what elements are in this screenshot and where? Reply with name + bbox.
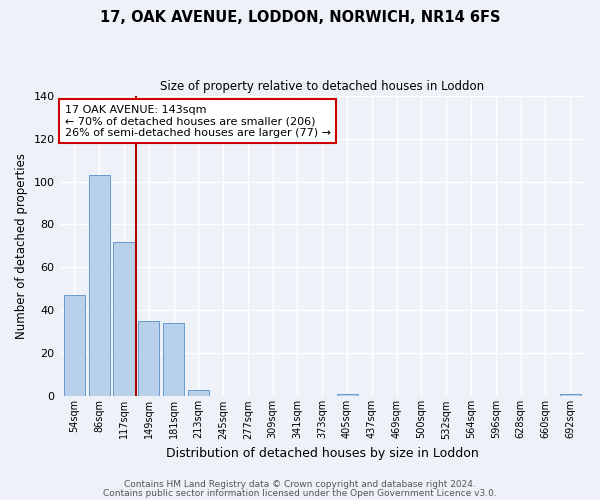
Text: 17 OAK AVENUE: 143sqm
← 70% of detached houses are smaller (206)
26% of semi-det: 17 OAK AVENUE: 143sqm ← 70% of detached … (65, 104, 331, 138)
Title: Size of property relative to detached houses in Loddon: Size of property relative to detached ho… (160, 80, 484, 93)
Bar (138, 321, 160, 396)
Bar (113, 242, 134, 396)
Bar (188, 390, 209, 396)
X-axis label: Distribution of detached houses by size in Loddon: Distribution of detached houses by size … (166, 447, 479, 460)
Bar (64, 296, 85, 396)
Bar (337, 394, 358, 396)
Y-axis label: Number of detached properties: Number of detached properties (15, 153, 28, 339)
Text: Contains public sector information licensed under the Open Government Licence v3: Contains public sector information licen… (103, 488, 497, 498)
Bar (560, 394, 581, 396)
Bar (163, 324, 184, 396)
Bar (89, 175, 110, 396)
Text: Contains HM Land Registry data © Crown copyright and database right 2024.: Contains HM Land Registry data © Crown c… (124, 480, 476, 489)
Text: 17, OAK AVENUE, LODDON, NORWICH, NR14 6FS: 17, OAK AVENUE, LODDON, NORWICH, NR14 6F… (100, 10, 500, 25)
